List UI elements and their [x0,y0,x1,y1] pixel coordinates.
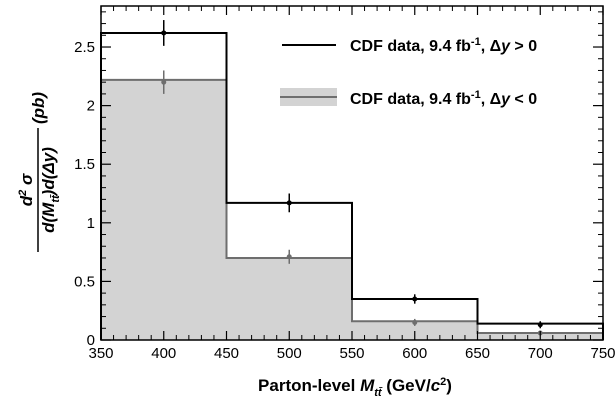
bar-negative-0 [101,79,227,341]
marker-positive-0 [161,30,167,36]
y-label-numerator: d2 σ [17,173,36,206]
x-axis-label: Parton-level Mtt̄ (GeV/c2) [258,376,452,399]
marker-positive-2 [412,296,418,302]
x-tick-label-2: 450 [214,345,239,362]
y-tick-label-1: 0.5 [74,273,95,290]
marker-negative-2 [412,319,418,325]
legend-entry-negative: CDF data, 9.4 fb-1, Δy < 0 [280,88,537,108]
x-tick-label-7: 700 [528,345,553,362]
plot-area: 350 400 450 500 550 600 650 700 750 0 0.5 1 1.5 2 2.5 [74,5,616,362]
x-tick-label-5: 600 [402,345,427,362]
y-tick-label-2: 1 [87,215,95,232]
legend-entry-positive: CDF data, 9.4 fb-1, Δy > 0 [282,36,537,55]
x-tick-label-4: 550 [339,345,364,362]
y-axis-label: d2 σ d(Mtt̄)d(Δy) (pb) [17,92,62,252]
y-tick-label-3: 1.5 [74,156,95,173]
y-tick-label-0: 0 [87,332,95,349]
x-tick-label-1: 400 [151,345,176,362]
y-tick-label-5: 2.5 [74,39,95,56]
legend-label-negative: CDF data, 9.4 fb-1, Δy < 0 [350,89,537,108]
marker-negative-1 [286,254,292,260]
bar-negative-2 [352,321,478,340]
legend: CDF data, 9.4 fb-1, Δy > 0 CDF data, 9.4… [280,36,537,108]
y-label-denominator: d(Mtt̄)d(Δy) [39,147,62,233]
marker-positive-3 [537,322,543,328]
legend-label-positive: CDF data, 9.4 fb-1, Δy > 0 [350,36,537,55]
x-tick-label-0: 350 [88,345,113,362]
y-label-unit: (pb) [29,92,48,124]
marker-negative-0 [161,79,167,85]
x-tick-label-8: 750 [590,345,615,362]
x-tick-label-3: 500 [277,345,302,362]
marker-positive-1 [286,200,292,206]
bar-negative-1 [226,257,352,340]
x-tick-label-6: 650 [465,345,490,362]
y-tick-label-4: 2 [87,98,95,115]
